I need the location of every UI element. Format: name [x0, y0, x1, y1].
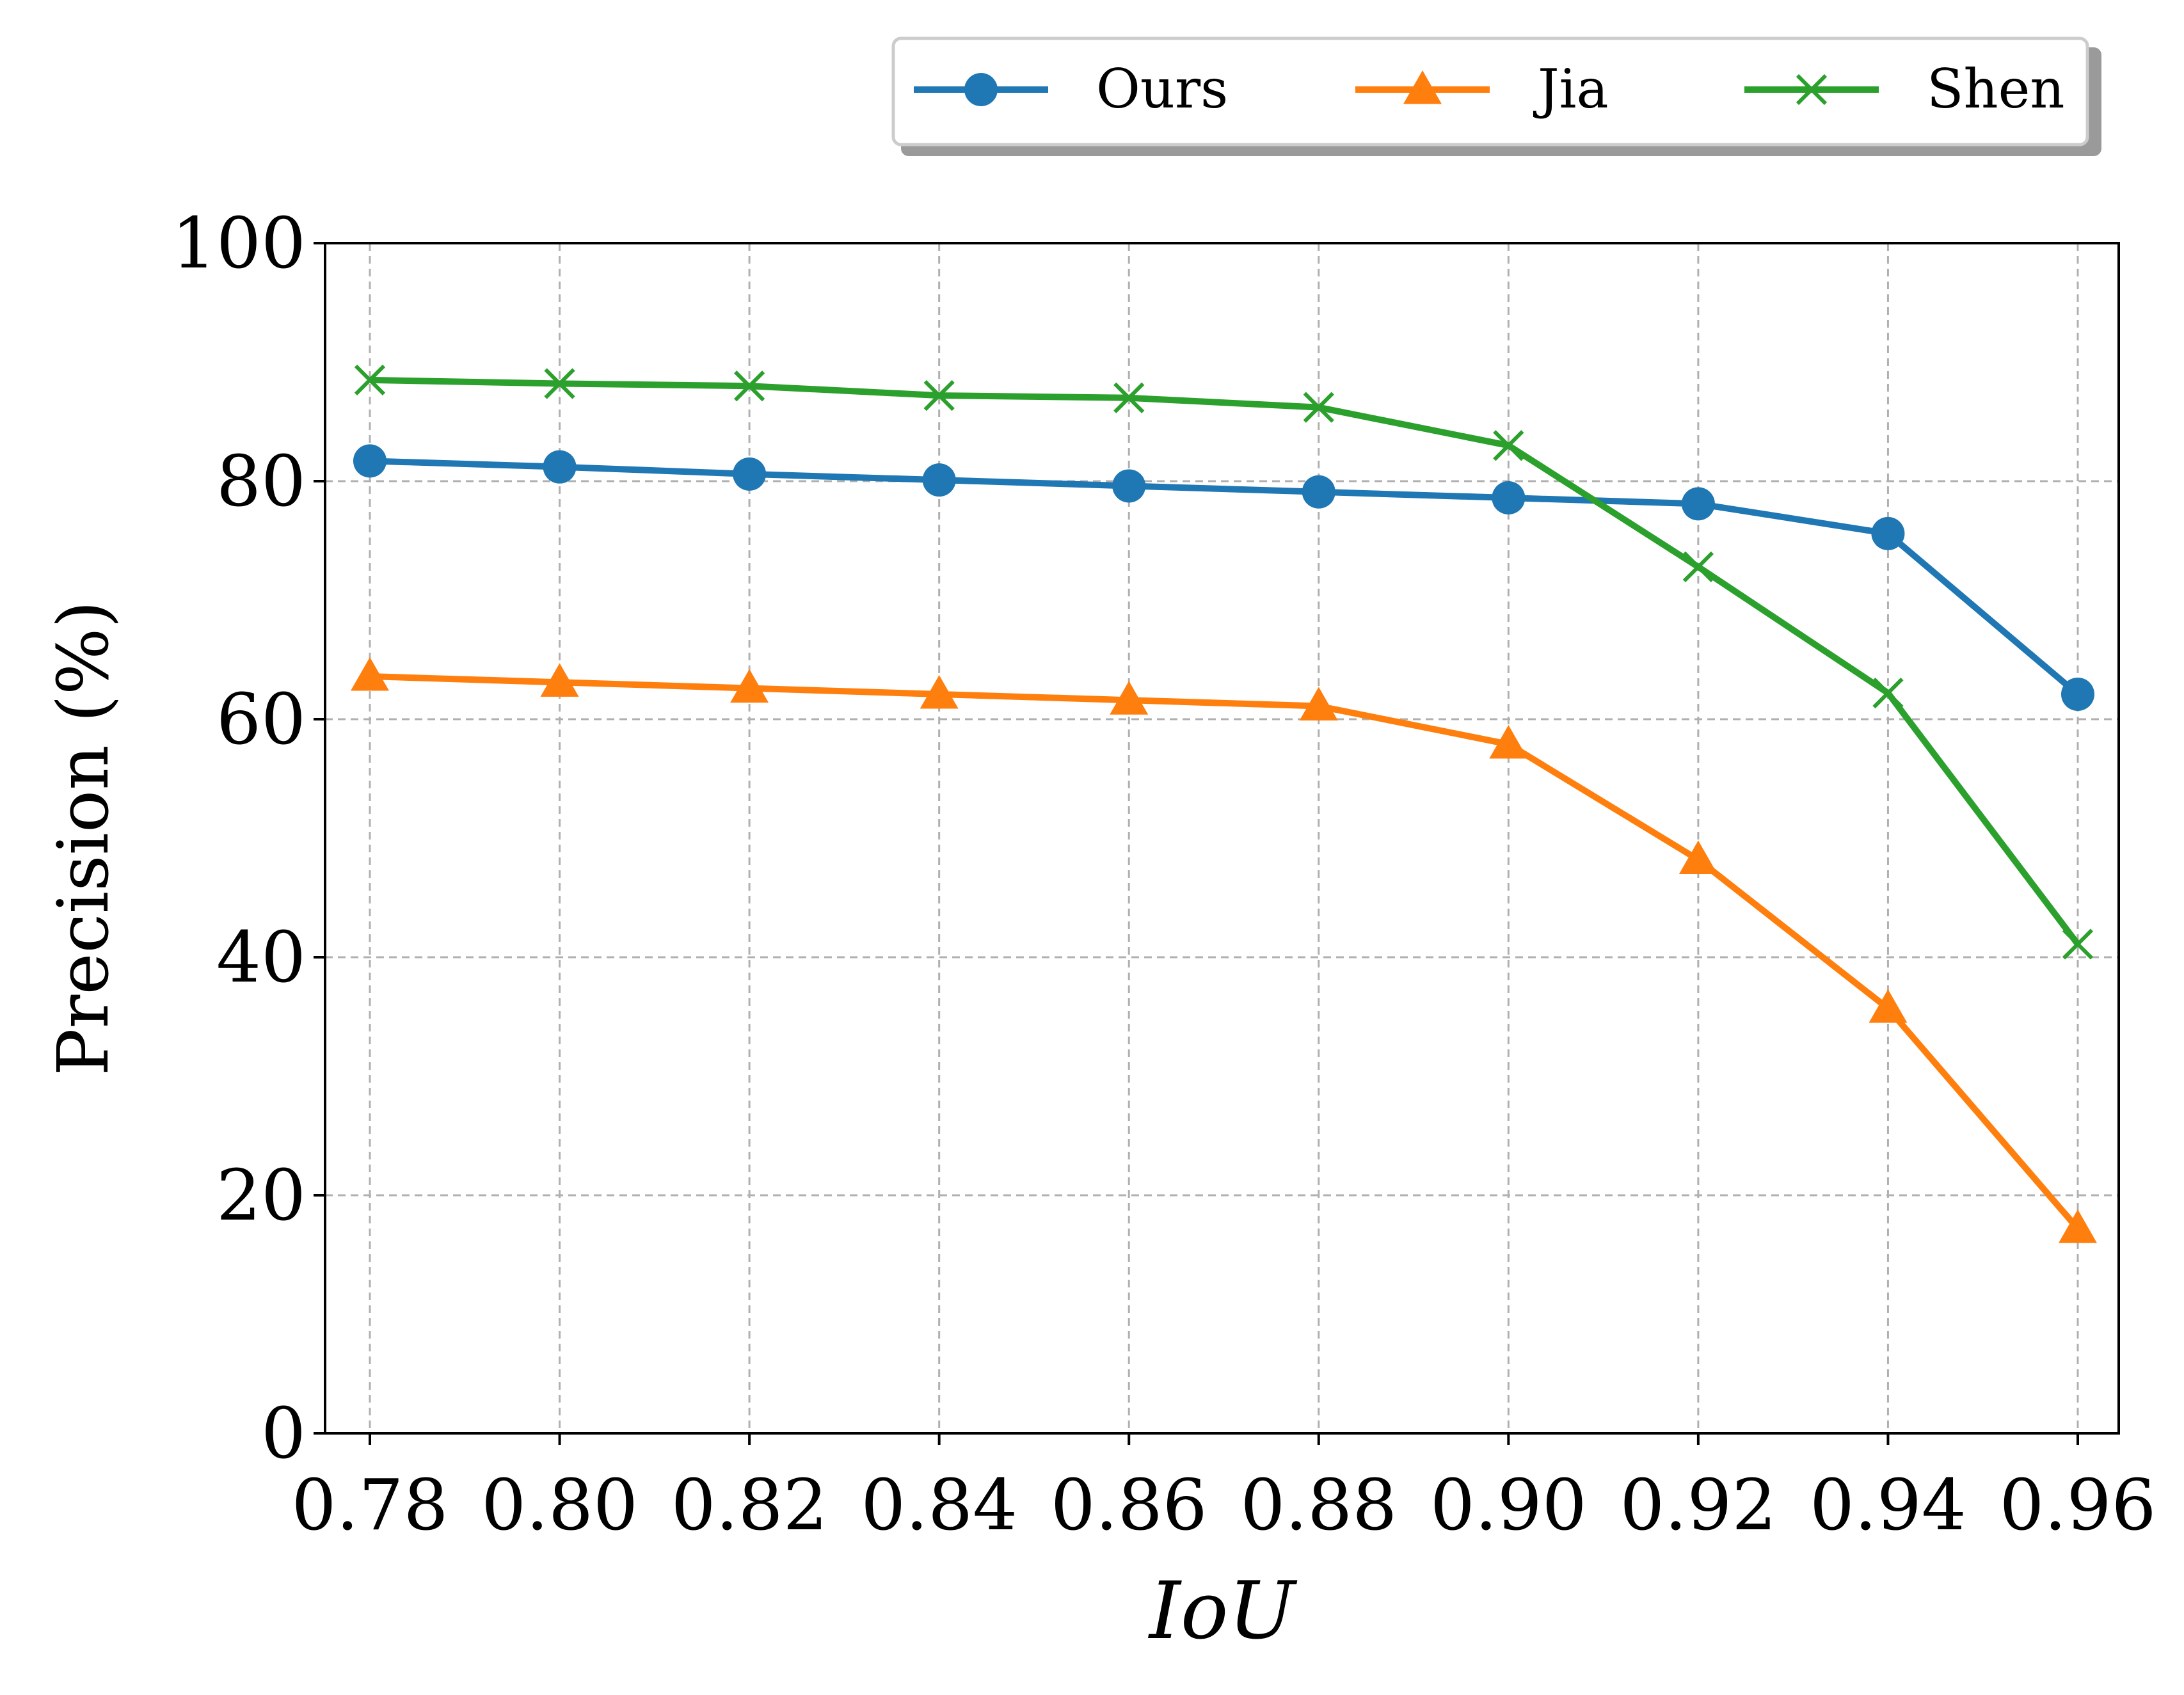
series-line-ours: [369, 458, 2080, 697]
data-point-shen: [544, 368, 575, 399]
x-axis-label: IoU: [1148, 1565, 1298, 1657]
legend-items: Ours Jia Shen: [914, 58, 2064, 120]
y-tick-label: 0: [261, 1392, 306, 1474]
legend-box: [891, 36, 2089, 147]
data-point-shen: [923, 379, 955, 411]
data-point-shen: [1682, 551, 1714, 583]
x-tick-label: 0.96: [2000, 1464, 2156, 1546]
x-tick-label: 0.78: [292, 1464, 449, 1546]
data-point-jia: [920, 674, 959, 709]
data-point-ours: [1681, 487, 1715, 521]
data-point-shen: [1303, 392, 1334, 423]
series-shen: [354, 364, 2094, 960]
x-tick-label: 0.86: [1051, 1464, 1208, 1546]
data-point-ours: [1871, 516, 1905, 550]
series-line-shen: [369, 376, 2080, 946]
data-point-shen: [354, 364, 386, 396]
data-point-jia: [1489, 725, 1528, 759]
legend-marker-ours: [964, 73, 998, 106]
legend-label-jia: Jia: [1533, 58, 1609, 120]
data-point-jia: [1869, 989, 1908, 1023]
data-point-ours: [1112, 469, 1146, 503]
data-point-jia: [2059, 1209, 2097, 1243]
data-point-jia: [540, 663, 579, 697]
data-point-ours: [353, 444, 387, 478]
data-point-jia: [1110, 681, 1149, 715]
axis-ticks: 0.78 0.80 0.82 0.84 0.86 0.88 0.90 0.92 0.94 0.96…: [171, 202, 2156, 1546]
data-point-ours: [2061, 677, 2094, 711]
x-tick-label: 0.92: [1620, 1464, 1776, 1546]
data-point-jia: [1678, 840, 1718, 874]
data-point-ours: [543, 450, 577, 484]
x-tick-label: 0.84: [861, 1464, 1017, 1546]
x-tick-label: 0.80: [481, 1464, 638, 1546]
legend: Ours Jia Shen: [891, 36, 2101, 156]
legend-label-ours: Ours: [1096, 58, 1228, 120]
y-tick-label: 20: [216, 1154, 306, 1236]
data-point-jia: [1299, 687, 1338, 721]
plot-frame: [324, 242, 2120, 1435]
data-point-jia: [351, 657, 389, 691]
data-point-jia: [730, 669, 769, 703]
y-axis-label: Precision (%): [42, 601, 124, 1076]
data-point-shen: [1493, 430, 1524, 461]
data-point-ours: [733, 457, 767, 491]
data-point-ours: [922, 463, 956, 497]
series: [351, 364, 2097, 1243]
data-point-ours: [1492, 481, 1526, 515]
x-tick-label: 0.82: [671, 1464, 828, 1546]
data-point-shen: [1113, 382, 1145, 413]
y-tick-label: 60: [216, 678, 306, 760]
x-tick-label: 0.94: [1810, 1464, 1966, 1546]
y-tick-label: 80: [216, 440, 306, 522]
data-point-shen: [1872, 677, 1904, 709]
x-tick-label: 0.88: [1240, 1464, 1397, 1546]
legend-item-ours: Ours: [914, 58, 1228, 120]
y-tick-label: 40: [216, 916, 306, 998]
series-jia: [351, 657, 2097, 1243]
x-tick-label: 0.90: [1430, 1464, 1587, 1546]
series-line-jia: [369, 673, 2080, 1231]
data-point-shen: [2062, 928, 2094, 960]
legend-item-jia: Jia: [1355, 58, 1609, 120]
data-point-ours: [1302, 475, 1335, 509]
data-point-shen: [733, 370, 765, 402]
series-ours: [353, 444, 2094, 711]
legend-item-shen: Shen: [1744, 58, 2064, 120]
legend-marker-shen: [1796, 74, 1828, 106]
legend-marker-jia: [1403, 70, 1442, 104]
y-tick-label: 100: [171, 202, 306, 284]
legend-label-shen: Shen: [1927, 58, 2064, 120]
